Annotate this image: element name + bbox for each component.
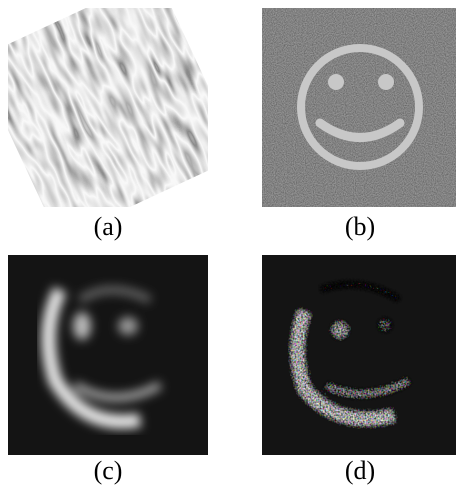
panel-label: (d) [345, 456, 375, 485]
panel-label: (c) [94, 456, 123, 485]
panel-a [7, 7, 209, 208]
panel-label: (b) [345, 212, 375, 241]
panel-c [8, 255, 208, 455]
panel-b [262, 8, 456, 207]
panel-d [262, 255, 456, 455]
panel-label: (a) [94, 212, 123, 241]
